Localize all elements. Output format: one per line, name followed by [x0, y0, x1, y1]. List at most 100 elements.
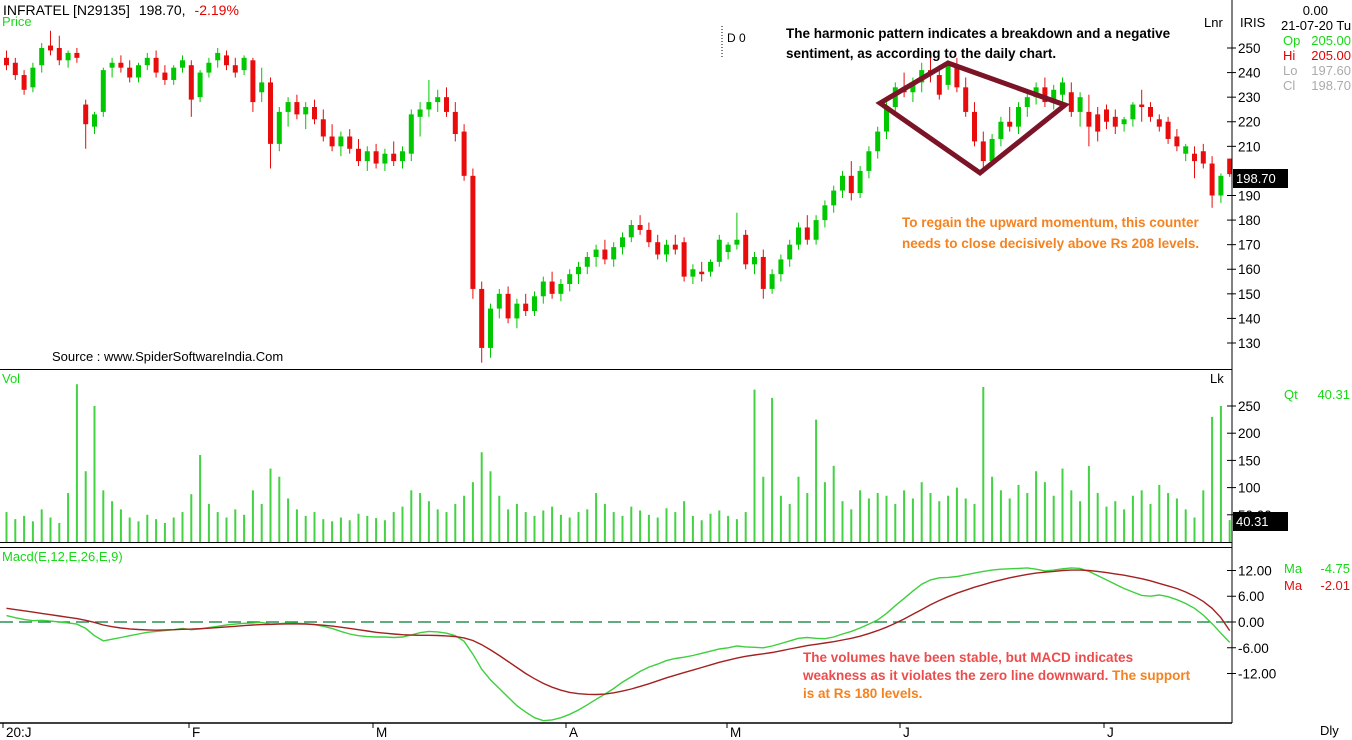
candle-body: [364, 151, 370, 162]
candle-body: [496, 293, 502, 309]
candle-body: [109, 62, 115, 68]
month-axis-label: F: [192, 725, 200, 740]
candle-body: [593, 249, 599, 257]
low-label: Lo: [1283, 63, 1298, 78]
macd-ma-value: -4.75: [1320, 561, 1350, 576]
candle-body: [294, 102, 300, 115]
month-axis-label: 20:J: [6, 725, 32, 740]
candle-body: [505, 293, 511, 319]
candle-body: [602, 249, 608, 260]
product-name-label: IRIS: [1240, 15, 1266, 30]
open-label: Op: [1283, 33, 1301, 48]
candle-body: [963, 87, 969, 112]
volume-tick-label: 250: [1238, 399, 1261, 414]
macd-tick-label: 12.00: [1238, 563, 1272, 578]
candle-body: [338, 136, 344, 147]
candle-body: [831, 190, 837, 206]
candle-body: [857, 170, 863, 194]
candle-body: [180, 60, 185, 68]
candle-body: [400, 151, 405, 162]
price-tick-label: 230: [1238, 90, 1261, 105]
candle-body: [910, 82, 916, 93]
signal-ma-label: Ma: [1284, 578, 1303, 593]
candle-body: [65, 52, 71, 61]
candle-body: [1130, 104, 1136, 120]
month-axis-label: J: [903, 725, 910, 740]
candle-body: [1077, 97, 1083, 112]
candle-body: [479, 288, 485, 348]
candle-body: [285, 102, 291, 112]
signal-ma-value: -2.01: [1320, 578, 1350, 593]
candle-body: [1139, 104, 1145, 107]
candle-body: [312, 106, 317, 120]
candle-body: [945, 65, 951, 85]
candle-body: [672, 244, 678, 250]
percent-change: -2.19%: [194, 2, 239, 18]
candle-body: [444, 97, 449, 112]
candle-body: [461, 131, 467, 176]
candle-body: [576, 266, 581, 275]
candle-body: [866, 151, 872, 171]
month-axis-label: M: [730, 725, 741, 740]
candle-body: [980, 141, 986, 162]
price-tick-label: 130: [1238, 336, 1261, 351]
qty-label: Qt: [1284, 387, 1298, 402]
candle-body: [417, 109, 423, 117]
symbol-title: INFRATEL [N29135] 198.70, -2.19%: [3, 2, 239, 18]
candle-body: [804, 227, 810, 240]
last-price-badge: 198.70: [1233, 169, 1288, 188]
price-tick-label: 180: [1238, 213, 1261, 228]
candle-body: [813, 220, 819, 240]
macd-line: [6, 567, 1231, 722]
candle-body: [1042, 87, 1048, 103]
candle-body: [760, 256, 766, 289]
candle-body: [584, 256, 590, 267]
candle-body: [232, 65, 238, 73]
volume-tick-label: 200: [1238, 426, 1261, 441]
candle-body: [558, 283, 564, 294]
close-label: Cl: [1283, 78, 1296, 93]
candle-body: [892, 87, 898, 107]
candle-body: [716, 239, 722, 262]
candle-body: [1174, 136, 1180, 147]
candle-body: [1051, 89, 1057, 103]
volume-unit-label: Lk: [1210, 371, 1224, 386]
candle-body: [532, 296, 537, 312]
candle-body: [268, 82, 273, 144]
candle-body: [1227, 158, 1233, 175]
symbol-name: INFRATEL [N29135]: [3, 2, 130, 18]
timeframe-label[interactable]: Dly: [1320, 723, 1339, 738]
last-traded-price: 198.70,: [138, 2, 186, 18]
signal-ma-row: Ma -2.01: [1284, 579, 1350, 593]
candle-body: [620, 237, 625, 248]
candle-body: [611, 247, 617, 260]
momentum-annotation: To regain the upward momentum, this coun…: [902, 215, 1200, 251]
session-date: 21-07-20 Tu: [1281, 18, 1352, 33]
diamond-pattern-drawing[interactable]: [875, 60, 1071, 177]
volume-panel-label: Vol: [2, 371, 21, 386]
low-value: 197.60: [1311, 63, 1351, 78]
scale-mode-label: Lnr: [1204, 15, 1223, 30]
candle-body: [197, 72, 203, 98]
candle-body: [1209, 163, 1215, 196]
open-value: 205.00: [1311, 33, 1351, 48]
macd-ma-label: Ma: [1284, 561, 1303, 576]
candle-body: [1200, 151, 1206, 164]
close-value: 198.70: [1311, 78, 1351, 93]
candle-body: [1095, 114, 1101, 132]
candle-body: [690, 269, 696, 277]
candle-body: [347, 136, 353, 149]
candle-body: [241, 57, 247, 71]
candle-body: [778, 259, 784, 275]
candle-body: [39, 48, 45, 66]
candle-body: [127, 67, 133, 78]
candle-body: [752, 256, 757, 265]
candle-body: [734, 239, 740, 245]
candle-body: [1007, 121, 1013, 127]
candle-body: [1024, 97, 1030, 107]
candle-body: [118, 62, 124, 68]
candle-body: [708, 261, 713, 272]
candle-body: [822, 205, 828, 221]
candle-body: [1086, 111, 1092, 127]
